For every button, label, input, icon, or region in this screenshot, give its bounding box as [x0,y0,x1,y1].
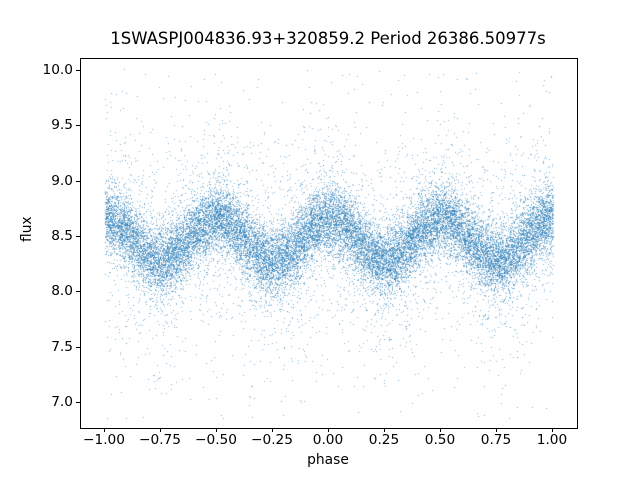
plot-area [80,58,578,429]
x-tick-label: 0.75 [480,432,512,448]
scatter-points-canvas [81,59,577,428]
x-tick-mark [328,428,329,432]
y-tick-label: 9.5 [51,117,73,133]
y-tick-mark [76,236,80,237]
y-tick-mark [76,125,80,126]
y-tick-mark [76,402,80,403]
x-tick-label: 0.00 [312,432,344,448]
y-tick-mark [76,181,80,182]
x-tick-mark [496,428,497,432]
x-tick-mark [216,428,217,432]
y-tick-label: 10.0 [42,62,73,78]
x-tick-label: 0.25 [368,432,400,448]
x-tick-label: −0.75 [139,432,181,448]
x-tick-mark [384,428,385,432]
y-tick-label: 7.5 [51,339,73,355]
y-tick-mark [76,347,80,348]
x-tick-label: 0.50 [424,432,456,448]
y-tick-label: 8.0 [51,283,73,299]
x-tick-mark [104,428,105,432]
x-tick-label: −0.25 [251,432,293,448]
x-tick-label: 1.00 [536,432,568,448]
x-tick-mark [552,428,553,432]
x-tick-mark [440,428,441,432]
x-tick-mark [272,428,273,432]
x-tick-label: −0.50 [195,432,237,448]
x-axis-label: phase [307,452,349,468]
x-tick-mark [160,428,161,432]
y-tick-label: 8.5 [51,228,73,244]
y-tick-mark [76,70,80,71]
y-tick-label: 9.0 [51,173,73,189]
x-tick-label: −1.00 [83,432,125,448]
y-tick-label: 7.0 [51,394,73,410]
chart-title: 1SWASPJ004836.93+320859.2 Period 26386.5… [110,29,546,48]
y-tick-mark [76,291,80,292]
